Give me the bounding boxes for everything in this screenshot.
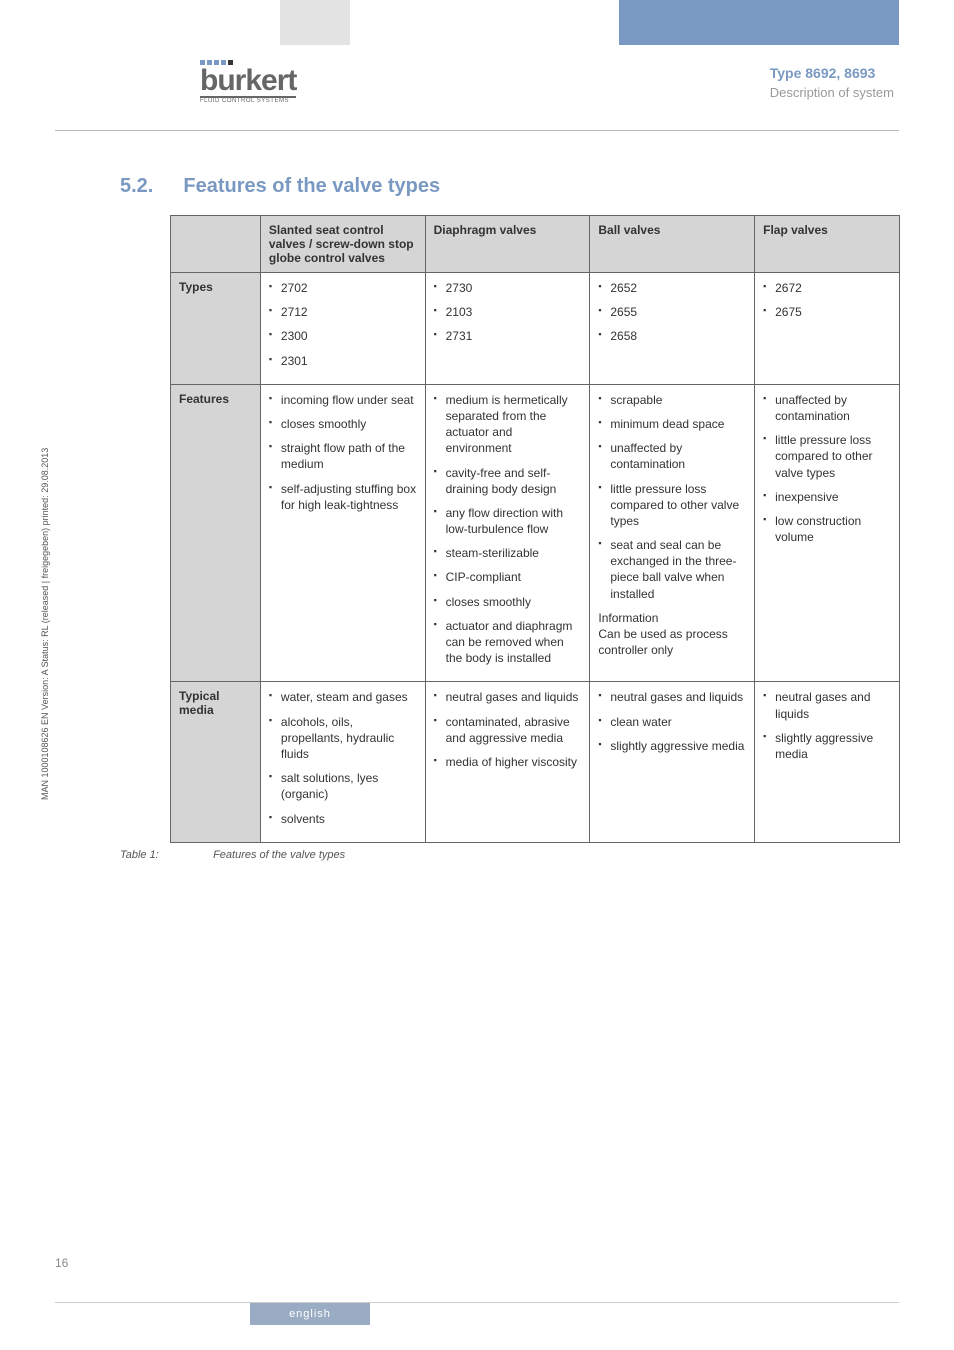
list-item: 2300 xyxy=(269,328,417,344)
list-item: 2301 xyxy=(269,353,417,369)
list-item: 2730 xyxy=(434,280,582,296)
list-item: straight flow path of the medium xyxy=(269,440,417,472)
cell-types-c3: 2652 2655 2658 xyxy=(590,273,755,385)
cell-media-c3: neutral gases and liquids clean water slig… xyxy=(590,682,755,842)
list-item: 2655 xyxy=(598,304,746,320)
cell-media-c1: water, steam and gases alcohols, oils, pr… xyxy=(260,682,425,842)
logo: burkert FLUID CONTROL SYSTEMS xyxy=(200,60,296,104)
list-item: neutral gases and liquids xyxy=(763,689,891,721)
list-item: solvents xyxy=(269,811,417,827)
th-slanted: Slanted seat control valves / screw-down… xyxy=(260,216,425,273)
th-flap: Flap valves xyxy=(755,216,900,273)
side-text: MAN 1000108626 EN Version: A Status: RL … xyxy=(40,448,50,800)
list-item: slightly aggressive media xyxy=(598,738,746,754)
divider-top xyxy=(55,130,899,131)
section-number: 5.2. xyxy=(120,175,153,198)
list-item: low construction volume xyxy=(763,513,891,545)
list-item: actuator and diaphragm can be removed wh… xyxy=(434,618,582,667)
row-label-features: Features xyxy=(171,384,261,682)
divider-bottom xyxy=(55,1302,899,1303)
th-ball: Ball valves xyxy=(590,216,755,273)
list-item: 2672 xyxy=(763,280,891,296)
section-header: 5.2. Features of the valve types xyxy=(120,175,440,198)
list-item: 2658 xyxy=(598,328,746,344)
description-line: Description of system xyxy=(770,85,894,100)
cell-types-c1: 2702 2712 2300 2301 xyxy=(260,273,425,385)
caption-label: Table 1: xyxy=(120,849,210,861)
list-item: closes smoothly xyxy=(434,594,582,610)
list-item: medium is hermetically separated from th… xyxy=(434,392,582,457)
list-item: alcohols, oils, propellants, hydraulic f… xyxy=(269,714,417,763)
list-item: 2675 xyxy=(763,304,891,320)
caption-text: Features of the valve types xyxy=(213,849,345,861)
logo-text: burkert xyxy=(200,67,296,98)
list-item: cavity-free and self-draining body desig… xyxy=(434,465,582,497)
list-item: steam-sterilizable xyxy=(434,545,582,561)
row-label-media: Typical media xyxy=(171,682,261,842)
cell-features-c4: unaffected by contamination little pressu… xyxy=(755,384,900,682)
th-blank xyxy=(171,216,261,273)
list-item: closes smoothly xyxy=(269,416,417,432)
list-item: salt solutions, lyes (organic) xyxy=(269,770,417,802)
th-diaphragm: Diaphragm valves xyxy=(425,216,590,273)
table-caption: Table 1: Features of the valve types xyxy=(120,849,345,861)
list-item: little pressure loss compared to other v… xyxy=(598,481,746,530)
list-item: media of higher viscosity xyxy=(434,754,582,770)
cell-features-c2: medium is hermetically separated from th… xyxy=(425,384,590,682)
cell-media-c2: neutral gases and liquids contaminated, a… xyxy=(425,682,590,842)
list-item: inexpensive xyxy=(763,489,891,505)
list-item: contaminated, abrasive and aggressive me… xyxy=(434,714,582,746)
list-item: incoming flow under seat xyxy=(269,392,417,408)
top-grey-bar xyxy=(280,0,350,45)
info-title: Information xyxy=(598,610,746,626)
list-item: 2731 xyxy=(434,328,582,344)
list-item: 2702 xyxy=(269,280,417,296)
list-item: neutral gases and liquids xyxy=(434,689,582,705)
list-item: self-adjusting stuffing box for high lea… xyxy=(269,481,417,513)
top-blue-bar xyxy=(619,0,899,45)
page-number: 16 xyxy=(55,1256,68,1270)
list-item: 2103 xyxy=(434,304,582,320)
list-item: CIP-compliant xyxy=(434,569,582,585)
list-item: scrapable xyxy=(598,392,746,408)
type-line: Type 8692, 8693 xyxy=(770,65,894,81)
list-item: 2712 xyxy=(269,304,417,320)
list-item: unaffected by contamination xyxy=(598,440,746,472)
list-item: seat and seal can be exchanged in the th… xyxy=(598,537,746,602)
list-item: water, steam and gases xyxy=(269,689,417,705)
cell-media-c4: neutral gases and liquids slightly aggres… xyxy=(755,682,900,842)
features-table: Slanted seat control valves / screw-down… xyxy=(170,215,900,843)
list-item: neutral gases and liquids xyxy=(598,689,746,705)
footer-language: english xyxy=(250,1303,370,1325)
list-item: any flow direction with low-turbulence f… xyxy=(434,505,582,537)
list-item: little pressure loss compared to other v… xyxy=(763,432,891,481)
list-item: clean water xyxy=(598,714,746,730)
cell-types-c4: 2672 2675 xyxy=(755,273,900,385)
cell-types-c2: 2730 2103 2731 xyxy=(425,273,590,385)
row-media: Typical media water, steam and gases alco… xyxy=(171,682,900,842)
row-features: Features incoming flow under seat closes … xyxy=(171,384,900,682)
info-block: Information Can be used as process contr… xyxy=(598,610,746,659)
cell-features-c3: scrapable minimum dead space unaffected by… xyxy=(590,384,755,682)
list-item: unaffected by contamination xyxy=(763,392,891,424)
section-title: Features of the valve types xyxy=(183,175,440,198)
logo-subtext: FLUID CONTROL SYSTEMS xyxy=(200,98,296,104)
list-item: minimum dead space xyxy=(598,416,746,432)
header-right: Type 8692, 8693 Description of system xyxy=(770,65,894,100)
list-item: 2652 xyxy=(598,280,746,296)
cell-features-c1: incoming flow under seat closes smoothly s… xyxy=(260,384,425,682)
row-label-types: Types xyxy=(171,273,261,385)
info-body: Can be used as process controller only xyxy=(598,626,746,658)
list-item: slightly aggressive media xyxy=(763,730,891,762)
row-types: Types 2702 2712 2300 2301 2730 2103 2731 2652… xyxy=(171,273,900,385)
